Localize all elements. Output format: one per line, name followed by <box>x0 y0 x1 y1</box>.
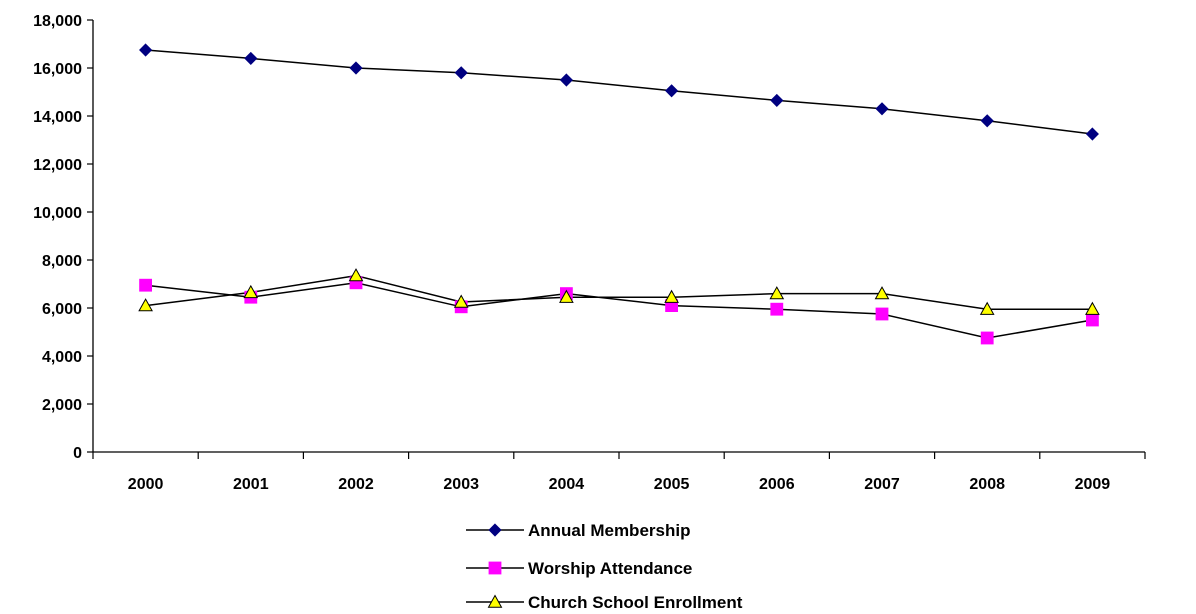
worship-attendance-point <box>875 307 889 321</box>
y-tick-label: 2,000 <box>42 397 82 414</box>
annual-membership-point <box>454 66 468 80</box>
annual-membership-point <box>875 102 889 116</box>
legend-church-school-enrollment-marker <box>487 594 503 608</box>
church-school-enrollment-point <box>559 289 574 303</box>
annual-membership-point <box>559 73 573 87</box>
y-tick-label: 0 <box>73 445 82 462</box>
y-tick-label: 16,000 <box>33 61 82 78</box>
church-school-enrollment-line <box>145 274 1093 310</box>
x-tick-label: 2004 <box>549 476 585 493</box>
church-school-enrollment-point <box>348 268 364 282</box>
worship-attendance-point <box>139 278 153 292</box>
annual-membership-line <box>145 49 1093 135</box>
annual-membership-point <box>980 114 994 128</box>
x-tick-label: 2000 <box>128 476 164 493</box>
annual-membership-point <box>1085 127 1099 141</box>
annual-membership-point <box>770 93 784 107</box>
x-tick-label: 2003 <box>443 476 479 493</box>
y-tick-label: 10,000 <box>33 205 82 222</box>
y-tick-label: 8,000 <box>42 253 82 270</box>
church-school-enrollment-point <box>874 286 890 300</box>
y-tick-label: 6,000 <box>42 301 82 318</box>
y-tick-label: 14,000 <box>33 109 82 126</box>
annual-membership-point <box>665 84 679 98</box>
series-lines <box>145 49 1093 339</box>
series-markers <box>138 43 1100 345</box>
x-tick-label: 2009 <box>1075 476 1111 493</box>
legend-annual-membership-label: Annual Membership <box>528 521 690 540</box>
annual-membership-point <box>244 51 258 65</box>
x-tick-label: 2005 <box>654 476 690 493</box>
x-axis-ticks: 2000 2001 2002 2003 2004 2005 2006 2007 2008 2009 <box>92 452 1146 493</box>
church-school-enrollment-point <box>664 289 679 303</box>
y-tick-label: 4,000 <box>42 349 82 366</box>
y-axis-ticks: 0 2,000 4,000 6,000 8,000 10,000 12,000 14,000 1… <box>33 13 93 462</box>
worship-attendance-point <box>770 302 784 316</box>
worship-attendance-point <box>1086 313 1099 327</box>
legend-annual-membership-marker <box>488 523 502 537</box>
annual-membership-point <box>139 43 153 57</box>
church-school-enrollment-point <box>453 294 469 308</box>
church-school-enrollment-point <box>979 301 995 315</box>
worship-attendance-point <box>980 331 994 345</box>
x-tick-label: 2007 <box>864 476 900 493</box>
x-tick-label: 2002 <box>338 476 374 493</box>
church-school-enrollment-point <box>769 286 785 300</box>
church-school-enrollment-point <box>1085 301 1100 315</box>
legend: Annual Membership Worship Attendance Churc… <box>466 521 743 612</box>
legend-worship-attendance-marker <box>488 561 502 575</box>
church-school-enrollment-point <box>138 298 153 312</box>
legend-church-school-enrollment-label: Church School Enrollment <box>528 593 743 612</box>
annual-membership-point <box>349 61 363 75</box>
legend-worship-attendance-label: Worship Attendance <box>528 559 692 578</box>
x-tick-label: 2006 <box>759 476 795 493</box>
y-tick-label: 18,000 <box>33 13 82 30</box>
y-tick-label: 12,000 <box>33 157 82 174</box>
church-school-enrollment-point <box>243 284 259 299</box>
worship-attendance-line <box>145 282 1093 339</box>
x-tick-label: 2008 <box>969 476 1005 493</box>
x-tick-label: 2001 <box>233 476 269 493</box>
